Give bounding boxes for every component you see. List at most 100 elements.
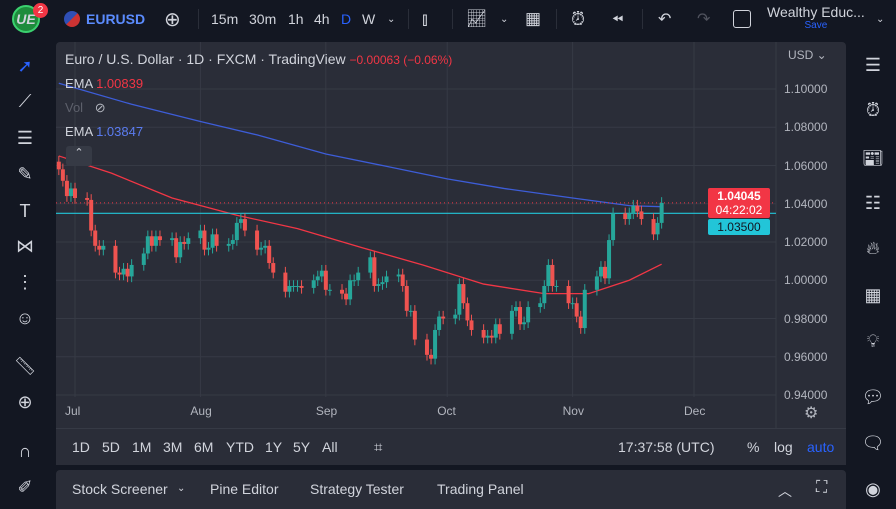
chevron-down-icon[interactable]: ⌄ — [387, 13, 396, 25]
price-tick: 1.04000 — [784, 196, 828, 211]
news-icon[interactable]: 📰︎ — [861, 148, 885, 168]
date-tick: Nov — [562, 404, 584, 418]
volume-legend[interactable]: Vol ⊘ — [65, 100, 106, 115]
ideas-bulb-icon[interactable]: 💡︎ — [866, 331, 880, 351]
candle-body — [255, 230, 260, 250]
settings-gear-icon[interactable]: ⚙ — [804, 405, 819, 422]
chart-panel[interactable]: Euro / U.S. Dollar · 1D · FXCM · Trading… — [56, 42, 846, 428]
eye-hidden-icon[interactable]: ⊘ — [94, 100, 106, 115]
watchlist-icon[interactable]: ☰ — [864, 55, 882, 75]
lock-drawings-icon[interactable]: ✐ — [17, 477, 33, 497]
candle-body — [89, 199, 94, 231]
percent-toggle[interactable]: % — [747, 439, 760, 455]
layout-name: Wealthy Educ... — [767, 4, 865, 20]
hline-price-tag: 1.03500 — [708, 219, 770, 235]
undo-icon[interactable]: ↶ — [658, 11, 672, 28]
pattern-icon[interactable]: ⋈ — [16, 236, 34, 256]
layout-menu[interactable]: Wealthy Educ... Save — [767, 0, 865, 38]
cursor-icon[interactable]: ➚ — [17, 56, 33, 76]
interval-d[interactable]: D — [341, 11, 352, 27]
ema-slow-legend[interactable]: EMA 1.03847 — [65, 124, 144, 139]
trend-line-icon[interactable]: ⟋ — [18, 91, 32, 111]
interval-w[interactable]: W — [362, 11, 376, 27]
bottom-panel: Stock Screener ⌄ Pine Editor Strategy Te… — [56, 470, 846, 509]
price-tick: 1.00000 — [784, 273, 828, 288]
utc-clock[interactable]: 17:37:58 (UTC) — [618, 439, 715, 455]
text-icon[interactable]: T — [19, 201, 31, 221]
layout-grid-icon[interactable]: ▦ — [525, 9, 542, 28]
calendar-icon[interactable]: ▦ — [864, 285, 882, 305]
candle-body — [538, 303, 543, 308]
range-5y[interactable]: 5Y — [293, 439, 311, 455]
range-5d[interactable]: 5D — [102, 439, 120, 455]
range-1m[interactable]: 1M — [132, 439, 152, 455]
tab-trading-panel[interactable]: Trading Panel — [437, 481, 524, 497]
candle-body — [121, 268, 126, 275]
chevron-down-icon[interactable]: ⌄ — [177, 483, 186, 494]
interval-1h[interactable]: 1h — [288, 11, 304, 27]
alarm-clock-icon[interactable]: ⏰︎ — [865, 100, 881, 120]
tab-stock-screener[interactable]: Stock Screener — [72, 481, 168, 497]
candle-body — [489, 335, 494, 338]
candle-body — [659, 202, 664, 223]
go-to-date-icon[interactable]: ⌗ — [374, 438, 383, 456]
brush-icon[interactable]: ✎ — [17, 164, 33, 184]
zoom-icon[interactable]: ⊕ — [17, 392, 33, 412]
add-list-icon[interactable]: ☷ — [864, 193, 882, 213]
indicators-icon[interactable]: 📈︎ — [466, 9, 488, 28]
interval-4h[interactable]: 4h — [314, 11, 330, 27]
candle-body — [396, 274, 401, 277]
prediction-icon[interactable]: ⋮ — [16, 272, 34, 292]
date-tick: Aug — [190, 404, 212, 418]
price-chart[interactable] — [56, 42, 846, 428]
price-change: −0.00063 (−0.06%) — [349, 53, 453, 67]
collapse-legend-button[interactable]: ⌃ — [66, 146, 92, 166]
range-1y[interactable]: 1Y — [265, 439, 283, 455]
candle-body — [85, 198, 90, 200]
chevron-down-icon[interactable]: ⌄ — [876, 13, 885, 25]
ruler-icon[interactable]: 📏︎ — [13, 356, 37, 376]
candle-body — [570, 303, 575, 305]
range-3m[interactable]: 3M — [163, 439, 183, 455]
candle-body — [60, 169, 65, 181]
drawing-toolbar: ➚ ⟋ ☰ ✎ T ⋈ ⋮ ☺ 📏︎ ⊕ ∩ ✐ — [0, 42, 50, 509]
fib-lines-icon[interactable]: ☰ — [16, 128, 34, 148]
tab-strategy-tester[interactable]: Strategy Tester — [310, 481, 404, 497]
alarm-icon[interactable]: ⏰︎ — [571, 8, 586, 29]
candle-body — [542, 285, 547, 304]
chevron-down-icon[interactable]: ⌄ — [500, 13, 509, 25]
candle-body — [602, 266, 607, 279]
auto-toggle[interactable]: auto — [807, 439, 835, 455]
range-all[interactable]: All — [322, 439, 338, 455]
maximize-icon[interactable]: ⛶ — [816, 479, 828, 496]
candle-body — [352, 280, 357, 282]
candle-body — [327, 289, 332, 291]
tab-pine-editor[interactable]: Pine Editor — [210, 481, 279, 497]
symbol-search[interactable]: EURUSD — [64, 0, 145, 38]
candles-icon[interactable]: ⫾ — [422, 8, 428, 29]
candle-body — [441, 316, 446, 319]
redo-icon: ↷ — [697, 11, 711, 28]
chat-icon[interactable]: 💬︎ — [861, 387, 885, 407]
candle-body — [267, 245, 272, 264]
emoji-icon[interactable]: ☺ — [15, 308, 35, 328]
magnet-icon[interactable]: ∩ — [18, 441, 32, 461]
currency-selector[interactable]: USD ⌄ — [788, 48, 827, 62]
range-ytd[interactable]: YTD — [226, 439, 254, 455]
candle-body — [453, 314, 458, 319]
help-icon[interactable]: ◉ — [865, 479, 881, 499]
candle-body — [607, 240, 612, 279]
ema-fast-legend[interactable]: EMA 1.00839 — [65, 76, 144, 91]
notifications-icon[interactable]: 🗨︎ — [861, 433, 885, 453]
chevron-up-icon[interactable]: ︿ — [778, 483, 792, 499]
range-6m[interactable]: 6M — [194, 439, 214, 455]
interval-30m[interactable]: 30m — [249, 11, 277, 27]
interval-15m[interactable]: 15m — [211, 11, 239, 27]
compare-add-icon[interactable]: ⊕ — [164, 8, 181, 31]
fullscreen-box-icon[interactable] — [733, 0, 751, 38]
log-toggle[interactable]: log — [774, 439, 793, 455]
range-1d[interactable]: 1D — [72, 439, 90, 455]
hotlist-flame-icon[interactable]: 🔥︎ — [866, 238, 880, 258]
candle-body — [340, 289, 345, 294]
replay-icon[interactable]: ⏪︎ — [612, 10, 624, 27]
